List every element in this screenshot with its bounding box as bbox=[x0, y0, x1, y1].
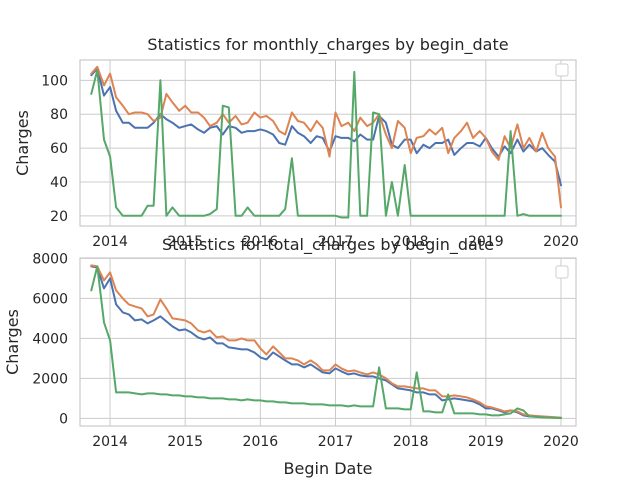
y-tick-label: 2000 bbox=[32, 371, 68, 387]
y-tick-label: 60 bbox=[50, 141, 68, 157]
plot-frame bbox=[79, 257, 577, 427]
y-tick-label: 100 bbox=[41, 73, 68, 89]
x-tick-label: 2016 bbox=[243, 234, 279, 250]
monthly-charges-plot: 20 40 60 80 100 2014 2015 2016 2017 2018 2019 2020… bbox=[13, 35, 579, 250]
y-tick-label: 8000 bbox=[32, 251, 68, 267]
series-line-orange bbox=[90, 264, 562, 419]
x-tick-label: 2019 bbox=[468, 234, 504, 250]
series-line-green bbox=[90, 265, 562, 419]
x-tick-label: 2019 bbox=[468, 434, 504, 450]
x-axis-label: Begin Date bbox=[284, 459, 373, 478]
x-tick-label: 2016 bbox=[243, 434, 279, 450]
y-tick-labels: 20 40 60 80 100 bbox=[41, 73, 68, 225]
y-axis-label: Charges bbox=[3, 309, 22, 375]
series-lines bbox=[90, 65, 562, 219]
x-tick-label: 2018 bbox=[393, 234, 429, 250]
series-line-orange bbox=[90, 65, 562, 209]
y-tick-labels: 0 2000 4000 6000 8000 bbox=[32, 251, 68, 427]
y-tick-label: 40 bbox=[50, 175, 68, 191]
series-lines bbox=[90, 264, 562, 419]
y-tick-label: 20 bbox=[50, 209, 68, 225]
x-tick-label: 2015 bbox=[167, 234, 203, 250]
x-tick-label: 2017 bbox=[318, 234, 354, 250]
plot-title: Statistics for monthly_charges by begin_… bbox=[147, 35, 508, 55]
y-tick-label: 4000 bbox=[32, 331, 68, 347]
y-tick-label: 6000 bbox=[32, 291, 68, 307]
x-tick-label: 2015 bbox=[167, 434, 203, 450]
x-tick-label: 2020 bbox=[543, 234, 579, 250]
x-tick-label: 2018 bbox=[393, 434, 429, 450]
x-tick-labels: 2014 2015 2016 2017 2018 2019 2020 bbox=[92, 434, 579, 450]
plot-title: Statistics for total_charges by begin_da… bbox=[162, 235, 494, 255]
x-tick-label: 2017 bbox=[318, 434, 354, 450]
series-line-blue bbox=[90, 265, 562, 419]
y-tick-label: 80 bbox=[50, 107, 68, 123]
x-tick-label: 2014 bbox=[92, 234, 128, 250]
legend-box bbox=[555, 63, 569, 77]
y-axis-label: Charges bbox=[13, 110, 32, 176]
y-tick-label: 0 bbox=[59, 411, 68, 427]
x-tick-labels: 2014 2015 2016 2017 2018 2019 2020 bbox=[92, 234, 579, 250]
plot-frame bbox=[79, 59, 577, 227]
series-line-green bbox=[90, 69, 562, 219]
legend-box bbox=[555, 265, 569, 279]
x-tick-label: 2020 bbox=[543, 434, 579, 450]
x-tick-label: 2014 bbox=[92, 434, 128, 450]
